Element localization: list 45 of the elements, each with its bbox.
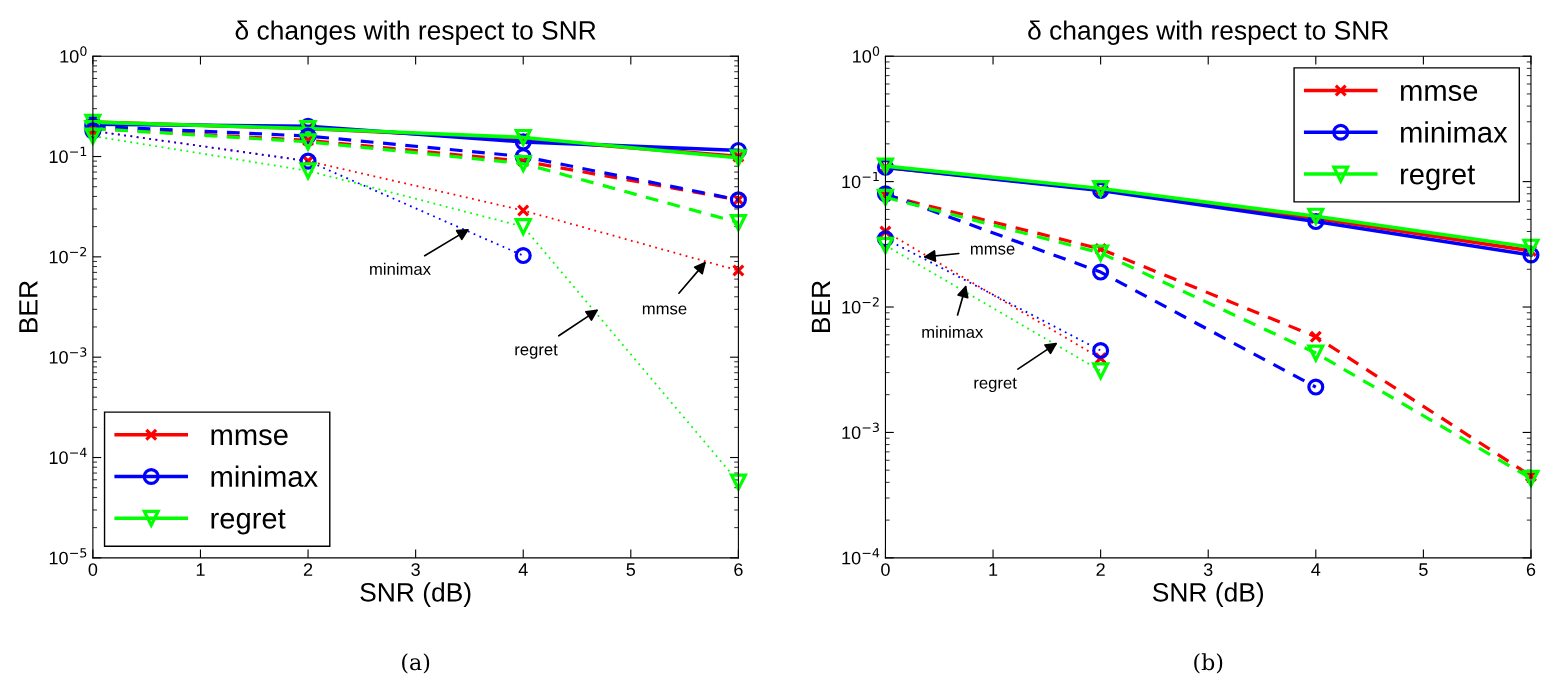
legend-label: regret — [211, 509, 286, 535]
y-tick-label: 10$^{−1}$ — [842, 171, 879, 189]
annotation: mmse — [642, 305, 687, 315]
text: (b) — [1194, 653, 1223, 674]
y-tick-label: 10$^{−3}$ — [49, 347, 87, 364]
x-tick-label: 4 — [1311, 563, 1321, 576]
x-tick-label: 5 — [1419, 563, 1428, 576]
legend-label: mmse — [211, 429, 288, 446]
y-axis-title: BER — [811, 281, 831, 332]
y-tick-label: 10$^{−2}$ — [49, 246, 87, 264]
y-tick-label: 10$^{−4}$ — [49, 447, 87, 465]
x-tick-label: 1 — [989, 563, 998, 576]
x-tick-label: 4 — [518, 563, 528, 576]
x-axis-title: SNR (dB) — [1152, 582, 1264, 607]
chart-title: δ changes with respect to SNR — [1028, 20, 1389, 45]
chart-title: δ changes with respect to SNR — [235, 20, 596, 45]
y-tick-label: 10$^{−2}$ — [842, 297, 879, 314]
annotation: minimax — [370, 262, 431, 276]
legend-label: mmse — [1401, 84, 1478, 101]
y-axis-title: BER — [19, 281, 38, 332]
y-tick-label: 10$^{−3}$ — [842, 422, 879, 440]
x-tick-label: 5 — [626, 563, 636, 576]
legend-label: minimax — [1401, 121, 1508, 143]
x-tick-label: 2 — [303, 563, 313, 576]
y-tick-label: 10$^{0}$ — [60, 46, 87, 63]
y-tick-label: 10$^{−5}$ — [49, 548, 87, 565]
x-tick-label: 3 — [1203, 563, 1213, 576]
x-axis-title: SNR (dB) — [360, 582, 471, 607]
legend-label: regret — [1401, 165, 1476, 191]
y-tick-label: 10$^{−1}$ — [49, 146, 87, 164]
y-tick-label: 10$^{−4}$ — [842, 548, 880, 565]
x-tick-label: 3 — [411, 563, 420, 576]
annotation: mmse — [970, 245, 1015, 255]
text: (a) — [402, 653, 430, 674]
x-tick-label: 6 — [734, 563, 743, 576]
x-tick-label: 2 — [1096, 563, 1105, 576]
x-tick-label: 0 — [88, 563, 98, 576]
annotation: regret — [974, 377, 1017, 393]
x-tick-label: 1 — [196, 563, 205, 576]
y-tick-label: 10$^{0}$ — [853, 46, 880, 63]
annotation: minimax — [922, 325, 984, 339]
x-tick-label: 0 — [881, 563, 890, 576]
legend-label: minimax — [211, 465, 318, 487]
annotation: regret — [515, 344, 558, 359]
x-tick-label: 6 — [1526, 563, 1536, 576]
